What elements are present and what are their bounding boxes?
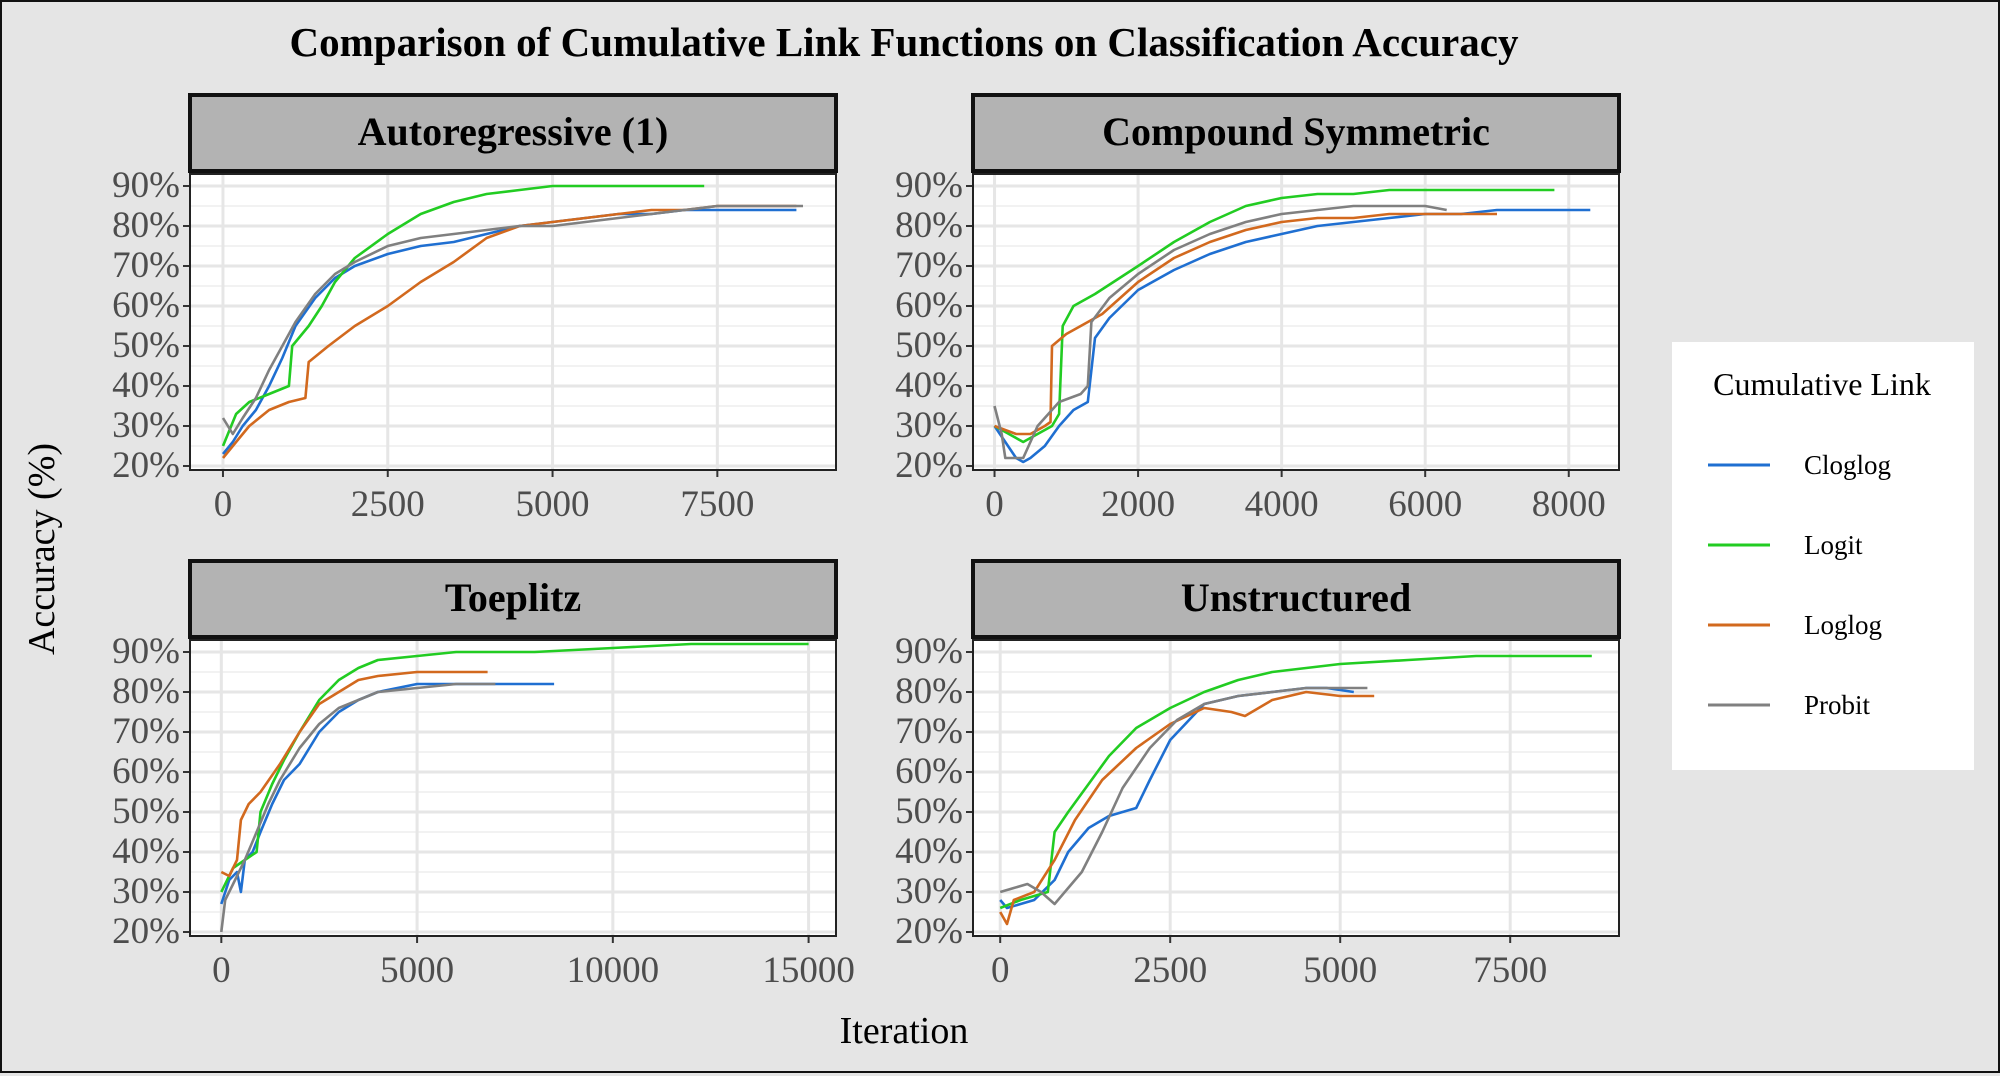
strip-label-unstructured: Unstructured bbox=[1181, 575, 1411, 620]
panel-unstructured: Unstructured 20%30%40%50%60%70%80%90% 0 250… bbox=[895, 559, 1621, 991]
x-tick-label: 0 bbox=[214, 484, 233, 525]
series-line-logit-toeplitz bbox=[220, 642, 809, 893]
series-line-probit-toeplitz bbox=[220, 682, 496, 933]
x-tick-label: 7500 bbox=[680, 484, 754, 525]
legend-label-cloglog: Cloglog bbox=[1804, 450, 1891, 480]
x-tick-label: 7500 bbox=[1473, 950, 1547, 991]
y-tick-label: 90% bbox=[895, 631, 963, 672]
legend-items: Cloglog Logit Loglog Probit bbox=[1708, 450, 1891, 720]
legend-title: Cumulative Link bbox=[1713, 366, 1931, 402]
y-axis-label: Accuracy (%) bbox=[21, 443, 63, 655]
series-line-loglog-toeplitz bbox=[220, 670, 488, 878]
y-tick-label: 70% bbox=[112, 711, 180, 752]
y-tick-label: 90% bbox=[895, 165, 963, 206]
x-tick-label: 6000 bbox=[1388, 484, 1462, 525]
y-tick-label: 80% bbox=[895, 205, 963, 246]
x-tick-label: 0 bbox=[985, 484, 1004, 525]
y-tick-label: 40% bbox=[112, 831, 180, 872]
y-tick-label: 50% bbox=[895, 791, 963, 832]
legend: Cumulative Link Cloglog Logit Loglog Probit bbox=[1672, 342, 1974, 770]
y-tick-label: 50% bbox=[895, 325, 963, 366]
series-line-probit-unstructured bbox=[999, 686, 1368, 906]
x-tick-label: 2000 bbox=[1101, 484, 1175, 525]
y-tick-label: 60% bbox=[112, 285, 180, 326]
y-tick-label: 40% bbox=[895, 831, 963, 872]
x-tick-label: 10000 bbox=[567, 950, 660, 991]
y-tick-label: 60% bbox=[112, 751, 180, 792]
panel-autoregressive-1: Autoregressive (1) 20%30%40%50%60%70%80%9… bbox=[112, 93, 838, 525]
y-tick-label: 50% bbox=[112, 791, 180, 832]
y-tick-label: 30% bbox=[112, 405, 180, 446]
y-tick-label: 70% bbox=[895, 245, 963, 286]
y-tick-label: 90% bbox=[112, 165, 180, 206]
strip-label-autoregressive-1: Autoregressive (1) bbox=[358, 109, 669, 154]
x-tick-label: 0 bbox=[991, 950, 1010, 991]
y-tick-label: 90% bbox=[112, 631, 180, 672]
x-tick-label: 2500 bbox=[1133, 950, 1207, 991]
series-line-loglog-unstructured bbox=[999, 690, 1375, 926]
x-tick-label: 0 bbox=[212, 950, 231, 991]
strip-toeplitz bbox=[188, 559, 838, 639]
x-tick-label: 4000 bbox=[1245, 484, 1319, 525]
series-line-logit-autoregressive-1 bbox=[221, 184, 705, 447]
y-tick-label: 70% bbox=[112, 245, 180, 286]
y-tick-label: 80% bbox=[112, 205, 180, 246]
plot-background-toeplitz bbox=[190, 640, 836, 936]
series-line-loglog-autoregressive-1 bbox=[221, 204, 797, 459]
legend-label-probit: Probit bbox=[1804, 690, 1871, 720]
plot-background-compound-symmetric bbox=[973, 174, 1619, 470]
strip-label-toeplitz: Toeplitz bbox=[445, 575, 581, 620]
y-tick-label: 80% bbox=[112, 671, 180, 712]
series-line-probit-autoregressive-1 bbox=[221, 204, 803, 436]
y-tick-label: 20% bbox=[895, 445, 963, 486]
y-tick-label: 30% bbox=[895, 871, 963, 912]
y-tick-label: 80% bbox=[895, 671, 963, 712]
series-line-logit-compound-symmetric bbox=[993, 188, 1555, 444]
x-tick-label: 5000 bbox=[516, 484, 590, 525]
plot-border-toeplitz bbox=[189, 639, 837, 937]
x-tick-label: 5000 bbox=[1303, 950, 1377, 991]
series-line-probit-compound-symmetric bbox=[993, 204, 1447, 460]
plot-border-autoregressive-1 bbox=[189, 173, 837, 471]
x-axis-label: Iteration bbox=[840, 1010, 969, 1052]
plot-border-unstructured bbox=[972, 639, 1620, 937]
plot-border-compound-symmetric bbox=[972, 173, 1620, 471]
y-tick-label: 30% bbox=[112, 871, 180, 912]
x-tick-label: 5000 bbox=[380, 950, 454, 991]
y-tick-label: 20% bbox=[112, 445, 180, 486]
strip-compound-symmetric bbox=[971, 93, 1621, 173]
y-tick-label: 40% bbox=[895, 365, 963, 406]
y-tick-label: 20% bbox=[895, 911, 963, 952]
y-tick-label: 60% bbox=[895, 285, 963, 326]
facet-panels: Autoregressive (1)20%30%40%50%60%70%80%9… bbox=[112, 93, 1621, 991]
y-tick-label: 40% bbox=[112, 365, 180, 406]
x-tick-label: 8000 bbox=[1532, 484, 1606, 525]
strip-unstructured bbox=[971, 559, 1621, 639]
legend-label-logit: Logit bbox=[1804, 530, 1863, 560]
y-tick-label: 50% bbox=[112, 325, 180, 366]
y-tick-label: 70% bbox=[895, 711, 963, 752]
y-tick-label: 60% bbox=[895, 751, 963, 792]
x-tick-label: 15000 bbox=[762, 950, 855, 991]
x-tick-label: 2500 bbox=[351, 484, 425, 525]
y-tick-label: 20% bbox=[112, 911, 180, 952]
y-tick-label: 30% bbox=[895, 405, 963, 446]
legend-box bbox=[1672, 342, 1974, 770]
strip-label-compound-symmetric: Compound Symmetric bbox=[1102, 109, 1490, 154]
legend-label-loglog: Loglog bbox=[1804, 610, 1882, 640]
panel-compound-symmetric: Compound Symmetric 20%30%40%50%60%70%80%9… bbox=[895, 93, 1621, 525]
strip-autoregressive-1 bbox=[188, 93, 838, 173]
series-line-logit-unstructured bbox=[999, 654, 1592, 910]
panel-toeplitz: Toeplitz 20%30%40%50%60%70%80%90% 0 5000 100… bbox=[112, 559, 855, 991]
chart-title: Comparison of Cumulative Link Functions … bbox=[290, 19, 1519, 65]
